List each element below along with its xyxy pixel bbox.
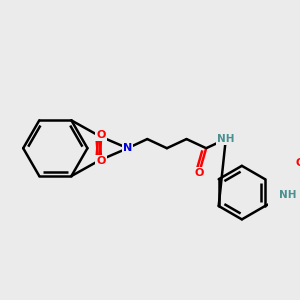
Text: O: O xyxy=(296,158,300,168)
Text: O: O xyxy=(97,156,106,166)
Text: NH: NH xyxy=(217,134,235,144)
Text: N: N xyxy=(123,143,132,153)
Text: O: O xyxy=(97,130,106,140)
Text: NH: NH xyxy=(279,190,296,200)
Text: O: O xyxy=(194,168,204,178)
